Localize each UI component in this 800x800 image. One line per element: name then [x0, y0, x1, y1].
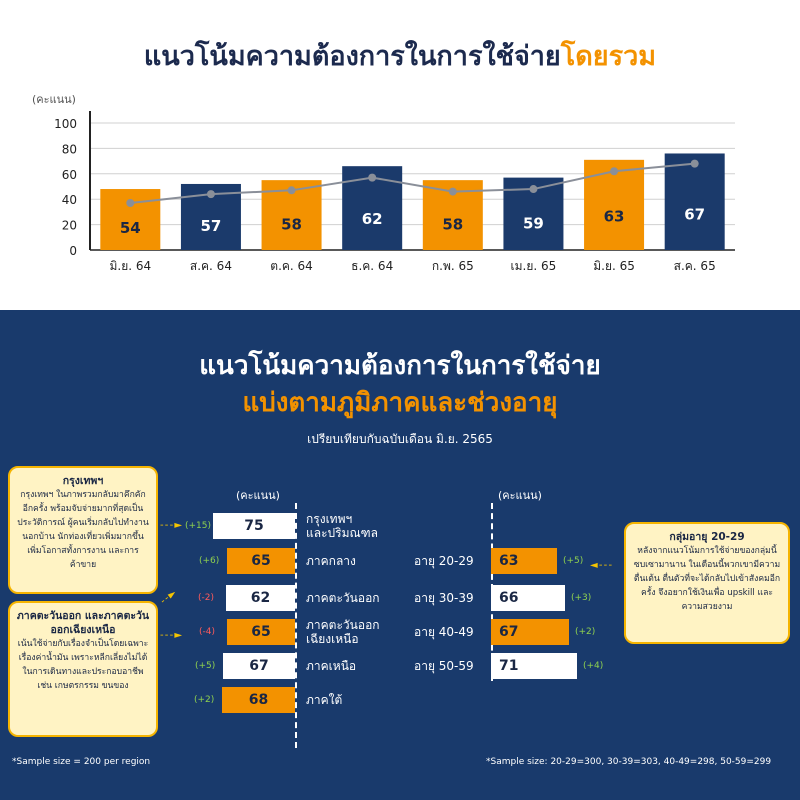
region-change: (+2) [194, 695, 215, 705]
y-axis-label: (คะแนน) [32, 93, 76, 106]
age-bar: 66 [491, 585, 565, 611]
trend-point [529, 185, 538, 194]
callout-age-title: กลุ่มอายุ 20-29 [669, 531, 745, 543]
age-unit-label: (คะแนน) [498, 489, 542, 502]
age-change: (+4) [583, 661, 604, 671]
region-unit-label: (คะแนน) [236, 489, 280, 502]
callout-east-northeast: ภาคตะวันออก และภาคตะวันออกเฉียงเหนือ เน้… [8, 601, 158, 737]
bar-value-label: 62 [362, 210, 383, 228]
y-tick-label: 60 [62, 168, 77, 182]
callout-east-title: ภาคตะวันออก และภาคตะวันออกเฉียงเหนือ [16, 610, 150, 636]
region-label: ภาคตะวันออก [306, 591, 380, 605]
region-axis-line [295, 503, 297, 748]
trend-line [130, 162, 695, 205]
age-change: (+2) [575, 627, 596, 637]
overall-bar-chart: (คะแนน) 0 20 40 60 80 100 54 มิ.ย. 64 57 ส.ค. 64 58… [32, 93, 735, 273]
region-bar: 75 [213, 513, 295, 539]
region-label: ภาคกลาง [306, 554, 356, 568]
x-tick-label: เม.ย. 65 [511, 259, 557, 273]
region-label: ภาคเหนือ [306, 659, 357, 673]
region-bar: 67 [223, 653, 295, 679]
trend-point [126, 199, 135, 208]
callout-bangkok-title: กรุงเทพฯ [62, 475, 104, 487]
age-label: อายุ 30-39 [414, 591, 474, 605]
age-change: (+3) [571, 593, 592, 603]
x-tick-label: ก.พ. 65 [432, 259, 474, 273]
region-change: (+15) [185, 521, 212, 531]
trend-point [368, 173, 377, 182]
age-bar: 71 [491, 653, 577, 679]
y-tick-label: 100 [54, 117, 77, 131]
y-tick-label: 80 [62, 142, 77, 156]
region-change: (-2) [198, 593, 214, 603]
callout-bangkok-text: กรุงเทพฯ ในภาพรวมกลับมาคึกคักอีกครั้ง พร… [17, 490, 149, 570]
bar [664, 153, 725, 250]
region-bar: 65 [227, 548, 295, 574]
age-label: อายุ 50-59 [414, 659, 474, 673]
x-tick-label: ส.ค. 64 [190, 259, 232, 273]
callout-east-text: เน้นใช้จ่ายกับเรื่องจำเป็นโดยเฉพาะเรื่อง… [17, 639, 149, 691]
region-change: (+6) [199, 556, 220, 566]
y-tick-label: 0 [69, 244, 77, 258]
trend-point [287, 186, 296, 195]
region-label: กรุงเทพฯ และปริมณฑล [306, 512, 378, 540]
region-bar: 65 [227, 619, 295, 645]
x-tick-label: ธ.ค. 64 [351, 259, 393, 273]
region-change: (-4) [199, 627, 215, 637]
callout-age-text: หลังจากแนวโน้มการใช้จ่ายของกลุ่มนี้ซบเซา… [633, 546, 781, 612]
comparison-note: เปรียบเทียบกับฉบับเดือน มิ.ย. 2565 [307, 432, 493, 446]
region-label: ภาคใต้ [306, 693, 343, 707]
section-subtitle-highlight: แบ่งตามภูมิภาคและช่วงอายุ [242, 388, 558, 418]
region-bar: 62 [226, 585, 295, 611]
age-bar: 67 [491, 619, 569, 645]
footnote-age: *Sample size: 20-29=300, 30-39=303, 40-4… [486, 757, 772, 767]
trend-point [690, 159, 699, 168]
age-bar: 63 [491, 548, 557, 574]
arrow-bangkok: - - - ► [160, 520, 182, 531]
bar-value-label: 63 [604, 208, 625, 226]
arrow-northeast: - - - ► [160, 630, 182, 641]
bar-value-label: 67 [684, 205, 705, 223]
callout-age-20-29: กลุ่มอายุ 20-29 หลังจากแนวโน้มการใช้จ่าย… [624, 522, 790, 644]
y-tick-label: 20 [62, 219, 77, 233]
footnote-region: *Sample size = 200 per region [12, 757, 151, 767]
x-tick-label: มิ.ย. 64 [109, 259, 151, 273]
bar-value-label: 58 [281, 215, 302, 233]
x-tick-label: มิ.ย. 65 [593, 259, 635, 273]
trend-point [206, 190, 215, 199]
age-label: อายุ 40-49 [414, 625, 474, 639]
trend-point [448, 187, 457, 196]
age-label: อายุ 20-29 [414, 554, 474, 568]
x-tick-label: ต.ค. 64 [270, 259, 313, 273]
bar-value-label: 54 [120, 219, 141, 237]
arrow-age: ◄ - - - [590, 560, 612, 571]
callout-bangkok: กรุงเทพฯ กรุงเทพฯ ในภาพรวมกลับมาคึกคักอี… [8, 466, 158, 594]
region-label: ภาคตะวันออก เฉียงเหนือ [306, 618, 380, 646]
chart-title-highlight: โดยรวม [560, 41, 657, 72]
chart-title: แนวโน้มความต้องการในการใช้จ่ายโดยรวม [0, 34, 800, 77]
bar-value-label: 58 [442, 215, 463, 233]
region-bar: 68 [222, 687, 295, 713]
section-title: แนวโน้มความต้องการในการใช้จ่าย [199, 351, 601, 381]
y-tick-label: 40 [62, 193, 77, 207]
chart-title-main: แนวโน้มความต้องการในการใช้จ่าย [143, 41, 561, 72]
bar-value-label: 57 [201, 217, 222, 235]
trend-point [610, 167, 619, 176]
x-tick-label: ส.ค. 65 [674, 259, 716, 273]
region-change: (+5) [195, 661, 216, 671]
age-change: (+5) [563, 556, 584, 566]
bar-value-label: 59 [523, 214, 544, 232]
